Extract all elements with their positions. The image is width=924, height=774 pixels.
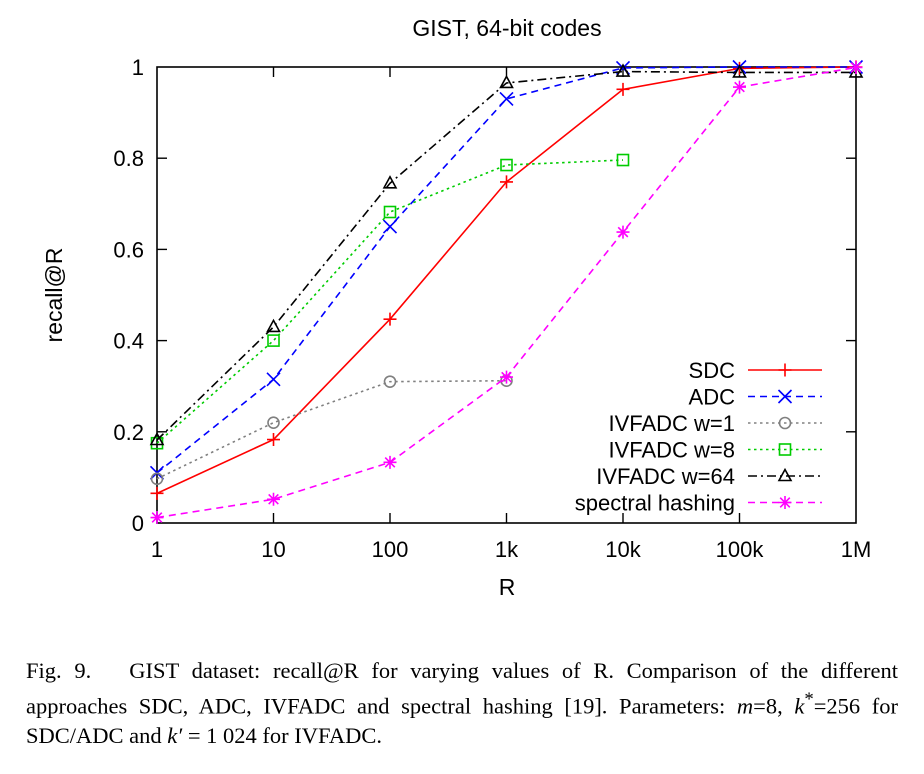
- data-point: [778, 443, 792, 456]
- data-point: [615, 63, 631, 77]
- axis-ticks: [157, 67, 856, 523]
- series-adc: [149, 59, 864, 480]
- data-point: [267, 492, 280, 506]
- caption-param-k-value: =256 for SDC/ADC and: [26, 693, 899, 748]
- data-point: [383, 375, 397, 388]
- legend-label: IVFADC w=1: [608, 411, 735, 436]
- data-point: [383, 455, 397, 469]
- data-point: [150, 472, 164, 486]
- data-point: [383, 205, 397, 219]
- caption-param-k: k: [794, 693, 805, 719]
- data-point: [616, 82, 630, 96]
- data-point: [267, 334, 280, 347]
- data-point: [733, 80, 746, 94]
- series-line: [156, 70, 856, 441]
- y-tick-labels: 0 0.2 0.4 0.6 0.8 1: [113, 55, 144, 536]
- x-tick-label: 10k: [605, 537, 641, 562]
- legend-label: ADC: [689, 385, 736, 410]
- legend-label: IVFADC w=64: [596, 464, 735, 489]
- data-point: [778, 363, 792, 377]
- data-point: [266, 372, 281, 387]
- data-point: [499, 74, 514, 89]
- series-line: [156, 66, 857, 495]
- y-tick-label: 0.8: [113, 146, 144, 171]
- series-ivfadc-w-8: [150, 153, 630, 450]
- y-tick-label: 0.4: [113, 329, 144, 354]
- data-point: [382, 219, 398, 234]
- x-tick-label: 10: [261, 537, 285, 562]
- caption-param-k-sup: *: [804, 689, 814, 710]
- series-spectral-hashing: [150, 60, 863, 525]
- data-point: [778, 496, 792, 509]
- data-point: [150, 511, 164, 525]
- data-point: [382, 175, 398, 189]
- data-point: [616, 225, 630, 239]
- data-point: [777, 467, 793, 482]
- x-tick-label: 100k: [716, 537, 765, 562]
- series-line: [156, 66, 856, 474]
- legend-label: spectral hashing: [575, 491, 735, 516]
- x-tick-label: 1k: [495, 537, 519, 562]
- data-point: [149, 431, 165, 446]
- x-axis-label: R: [499, 574, 516, 600]
- chart: GIST, 64-bit codes 1 10 100 1k 10k 100k 1M 0 0.…: [41, 15, 871, 600]
- chart-title: GIST, 64-bit codes: [412, 15, 601, 41]
- data-point: [383, 312, 397, 326]
- legend-label: SDC: [689, 358, 736, 383]
- figure-caption: Fig. 9. GIST dataset: recall@R for varyi…: [26, 656, 898, 750]
- series-layer: [149, 59, 864, 525]
- data-point: [778, 416, 792, 430]
- y-tick-label: 0.6: [113, 237, 144, 262]
- caption-param-kprime: k′: [167, 722, 183, 748]
- data-point: [777, 389, 793, 404]
- data-point: [150, 486, 164, 500]
- series-ivfadc-w-1: [150, 374, 513, 486]
- data-point: [732, 64, 747, 78]
- x-tick-label: 100: [372, 537, 409, 562]
- data-point: [733, 61, 746, 75]
- series-line: [156, 159, 624, 444]
- y-tick-label: 0.2: [113, 420, 144, 445]
- series-line: [156, 379, 507, 480]
- data-point: [616, 153, 630, 167]
- x-tick-label: 1: [151, 537, 163, 562]
- caption-param-m-value: =8,: [753, 693, 783, 719]
- data-point: [267, 433, 280, 447]
- plot-frame: [156, 66, 857, 524]
- y-axis-label: recall@R: [41, 248, 67, 343]
- series-sdc: [150, 60, 863, 500]
- data-point: [266, 318, 281, 333]
- caption-text: GIST dataset: recall@R for varying value…: [26, 658, 899, 719]
- data-point: [500, 175, 513, 189]
- x-tick-label: 1M: [841, 537, 872, 562]
- data-point: [500, 370, 513, 384]
- data-point: [267, 416, 280, 429]
- series-line: [156, 66, 857, 519]
- series-ivfadc-w-64: [149, 63, 864, 446]
- x-tick-labels: 1 10 100 1k 10k 100k 1M: [151, 537, 871, 562]
- legend-label: IVFADC w=8: [608, 438, 735, 463]
- caption-param-kprime-value: = 1 024 for IVFADC.: [182, 722, 382, 748]
- data-point: [499, 91, 514, 106]
- data-point: [500, 158, 513, 172]
- caption-param-m: m: [736, 693, 754, 719]
- caption-fig-label: Fig. 9.: [26, 658, 92, 683]
- data-point: [849, 60, 863, 74]
- y-tick-label: 1: [132, 55, 144, 80]
- y-tick-label: 0: [132, 511, 144, 536]
